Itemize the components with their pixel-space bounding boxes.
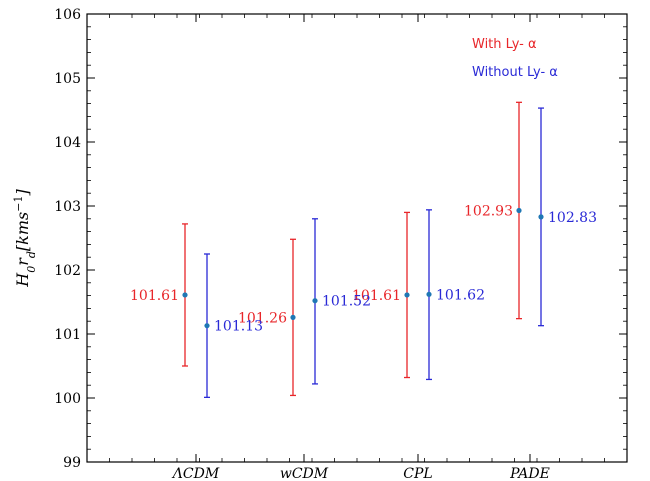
y-label-part: −1 — [12, 196, 25, 212]
value-labels: 101.61 101.26 101.61 102.93 101.13 101.52 101.… — [130, 203, 597, 334]
x-tick-label: PADE — [509, 466, 550, 481]
legend-entry-with-ly-alpha: With Ly- α — [472, 37, 537, 52]
x-tick-label: ΛCDM — [171, 466, 220, 481]
data-point — [404, 292, 410, 298]
data-point — [290, 314, 296, 320]
y-label-part: 0 — [25, 266, 38, 273]
data-point — [426, 291, 432, 297]
y-axis-ticks: 99 100 101 102 103 104 105 106 — [54, 7, 627, 471]
value-label: 101.52 — [322, 294, 371, 310]
y-axis-label: H0rd[kms−1] — [12, 189, 38, 288]
y-tick-label: 101 — [54, 327, 81, 343]
y-tick-label: 100 — [54, 391, 81, 407]
value-label: 101.61 — [130, 288, 179, 304]
data-point — [516, 207, 522, 214]
data-point — [538, 214, 544, 220]
value-label: 101.13 — [214, 319, 263, 335]
value-label: 102.83 — [548, 210, 597, 226]
plot-frame — [86, 13, 628, 463]
y-label-part: H — [13, 272, 32, 288]
legend-entry-without-ly-alpha: Without Ly- α — [472, 65, 558, 80]
x-axis-ticks: ΛCDM wCDM CPL PADE — [109, 14, 605, 481]
y-tick-label: 99 — [63, 455, 81, 471]
legend: With Ly- α Without Ly- α — [472, 37, 558, 80]
data-point — [182, 292, 188, 298]
value-label: 102.93 — [464, 203, 513, 219]
y-tick-label: 103 — [54, 199, 81, 215]
y-label-part: [kms — [13, 212, 32, 251]
error-bars — [182, 101, 544, 399]
y-tick-label: 102 — [54, 263, 81, 279]
y-label-part: ] — [13, 189, 32, 197]
x-tick-label: wCDM — [280, 466, 329, 481]
y-label-part: r — [13, 257, 32, 266]
value-label: 101.62 — [436, 287, 485, 303]
y-tick-label: 106 — [54, 7, 81, 23]
data-point — [204, 323, 210, 329]
value-label: 101.61 — [352, 288, 401, 304]
value-label: 101.26 — [238, 310, 287, 326]
axes-frame — [86, 13, 628, 463]
x-tick-label: CPL — [403, 466, 432, 481]
data-point — [312, 298, 318, 304]
y-label-part: d — [25, 251, 38, 258]
y-tick-label: 104 — [54, 135, 81, 151]
y-tick-label: 105 — [54, 71, 81, 87]
